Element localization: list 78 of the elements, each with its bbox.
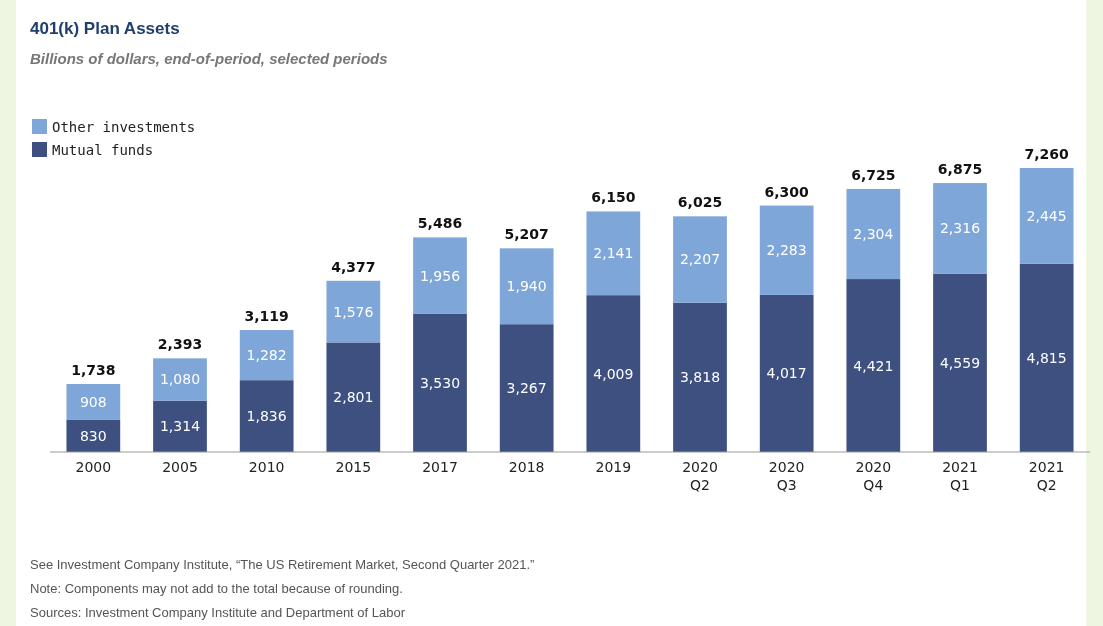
bar: [326, 342, 381, 452]
x-tick-label: 2020 Q4: [855, 459, 892, 493]
data-label: 2,445: [1026, 207, 1067, 224]
bar: [1019, 168, 1074, 264]
x-tick-label: 2019: [595, 459, 632, 475]
x-tick-label: 2000: [75, 459, 112, 475]
data-label: 2,141: [593, 245, 634, 262]
bar: [239, 330, 294, 381]
x-tick-label: 2018: [508, 459, 545, 475]
text: Note: Components may not add to the total because of rounding.: [30, 581, 403, 596]
bar: [153, 400, 207, 452]
data-label: 1,282: [246, 347, 287, 364]
data-label: 4,815: [1026, 349, 1067, 366]
data-label: 1,576: [333, 303, 374, 320]
data-label: 1,956: [419, 267, 461, 284]
total-label: 6,875: [937, 161, 983, 178]
data-label: 3,818: [679, 369, 721, 386]
bar: [66, 384, 121, 420]
data-label: 1,836: [246, 408, 287, 425]
total-label: 6,725: [851, 166, 896, 183]
legend-label: Other investments: [52, 119, 196, 135]
bar: [759, 205, 814, 295]
bar: [846, 188, 901, 280]
data-label: 2,283: [766, 242, 807, 259]
bar: [673, 216, 727, 303]
bar: [153, 358, 207, 401]
x-tick-label: 2015: [335, 459, 372, 475]
x-tick-label: 2020 Q2: [682, 459, 718, 493]
total-label: 5,486: [417, 215, 463, 232]
bar: [933, 273, 987, 452]
data-label: 4,009: [593, 365, 634, 382]
data-label: 3,530: [419, 374, 461, 391]
x-tick-label: 2021 Q2: [1028, 459, 1065, 493]
text: See Investment Company Institute, “The US Retirement Market, Second Quarter 2021.”: [30, 557, 535, 572]
bar: [933, 183, 987, 274]
data-label: 1,314: [159, 418, 201, 435]
x-tick-label: 2020 Q3: [768, 459, 805, 493]
data-label: 2,316: [939, 220, 981, 237]
bar: [413, 313, 467, 452]
x-tick-label: 2005: [162, 459, 198, 475]
total-label: 7,260: [1024, 146, 1070, 162]
total-label: 1,738: [71, 362, 116, 379]
data-label: 4,421: [853, 357, 894, 374]
total-label: 6,150: [591, 189, 636, 206]
x-tick-label: 2017: [422, 459, 458, 475]
x-tick-label: 2010: [248, 459, 285, 475]
data-label: 2,207: [679, 251, 721, 268]
total-label: 6,025: [677, 194, 723, 211]
data-label: 1,080: [159, 371, 201, 388]
bar: [499, 248, 554, 325]
legend-label: Mutual funds: [52, 142, 154, 158]
data-label: 4,559: [939, 354, 981, 371]
bar: [586, 211, 641, 296]
bar: [326, 280, 381, 343]
data-label: 2,801: [333, 389, 374, 406]
bar: [846, 279, 901, 452]
data-label: 4,017: [766, 365, 807, 382]
total-label: 3,119: [244, 308, 289, 325]
data-label: 2,304: [853, 225, 894, 242]
chart-title: 401(k) Plan Assets: [30, 19, 180, 38]
chart-subtitle: Billions of dollars, end-of-period, selected periods: [30, 50, 388, 67]
bar: [499, 324, 554, 452]
bar: [673, 302, 727, 452]
x-tick-label: 2021 Q1: [942, 459, 978, 493]
total-label: 5,207: [504, 226, 549, 243]
data-label: 830: [79, 427, 107, 444]
bar: [759, 294, 814, 452]
data-label: 1,940: [506, 278, 547, 295]
bar: [1019, 263, 1074, 452]
total-label: 6,300: [764, 183, 810, 200]
bar: [586, 295, 641, 452]
total-label: 2,393: [157, 336, 203, 353]
data-label: 908: [79, 393, 107, 410]
source-note: Sources: Investment Company Institute and Department of Labor: [30, 605, 406, 620]
bar: [413, 237, 467, 314]
bar: [239, 380, 294, 452]
total-label: 4,377: [331, 258, 376, 275]
data-label: 3,267: [506, 380, 547, 397]
